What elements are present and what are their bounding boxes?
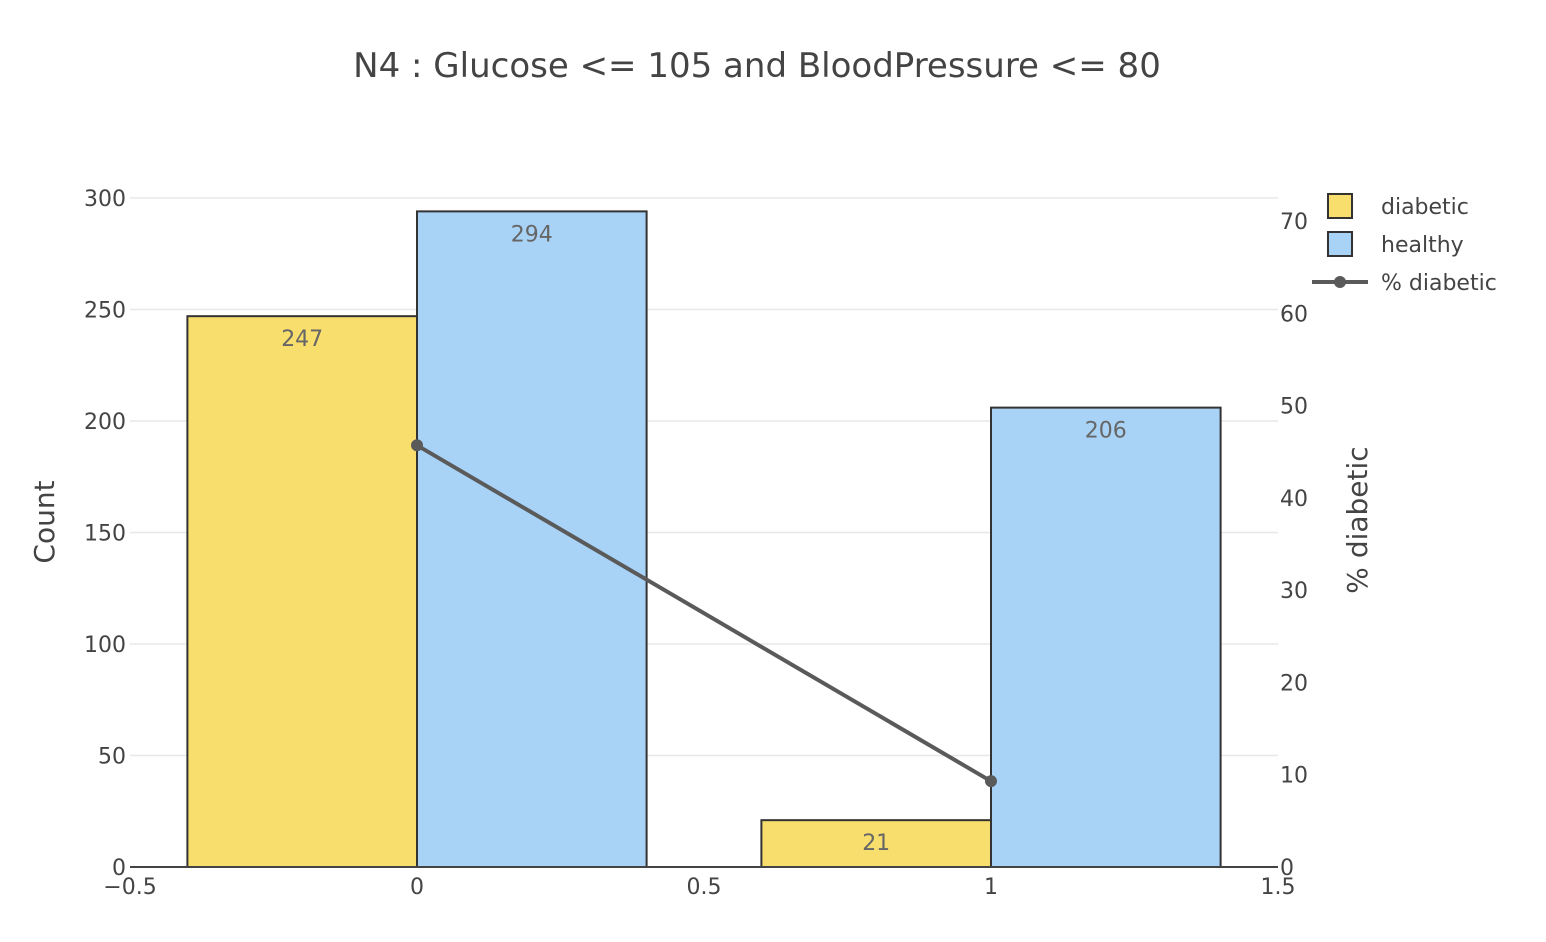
y-tick-label: 0	[112, 856, 126, 881]
x-tick-label: 1	[984, 875, 998, 900]
bar-value-label: 206	[1085, 419, 1127, 444]
bar-layer	[186, 210, 1222, 868]
y-tick-label: 250	[84, 299, 126, 324]
line-layer	[411, 439, 997, 788]
bar-value-label: 247	[281, 327, 323, 352]
legend-line-marker	[1334, 276, 1346, 288]
label-layer: 247 21 294 206	[281, 222, 1127, 856]
y2-axis-title: % diabetic	[1341, 446, 1374, 593]
y2-tick-label: 30	[1280, 579, 1308, 604]
bar-healthy[interactable]	[416, 210, 648, 868]
bar-value-label: 294	[511, 222, 553, 247]
y-tick-label: 200	[84, 410, 126, 435]
bar-value-label: 21	[862, 831, 890, 856]
line-point[interactable]	[985, 775, 997, 788]
x-tick-label: 1.5	[1261, 875, 1296, 900]
y2-tick-label: 60	[1280, 302, 1308, 327]
y-tick-label: 50	[98, 745, 126, 770]
y-tick-label: 300	[84, 187, 126, 212]
y2-tick-label: 50	[1280, 395, 1308, 420]
y-tick-label: 100	[84, 633, 126, 658]
legend-label[interactable]: % diabetic	[1381, 271, 1497, 296]
legend[interactable]: diabetic healthy % diabetic	[1312, 193, 1497, 296]
y2-tick-label: 40	[1280, 487, 1308, 512]
legend-swatch[interactable]	[1327, 193, 1353, 219]
legend-label[interactable]: healthy	[1381, 233, 1464, 258]
y2-tick-label: 20	[1280, 671, 1308, 696]
x-tick-label: 0	[410, 875, 424, 900]
y2-tick-label: 0	[1280, 856, 1294, 881]
legend-label[interactable]: diabetic	[1381, 195, 1469, 220]
legend-swatch[interactable]	[1327, 231, 1353, 257]
x-tick-label: −0.5	[103, 875, 156, 900]
bar-healthy[interactable]	[990, 406, 1222, 868]
y-tick-label: 150	[84, 522, 126, 547]
y2-tick-label: 70	[1280, 210, 1308, 235]
line-percent-diabetic	[415, 443, 993, 783]
y-axis-title: Count	[28, 480, 61, 563]
y2-tick-label: 10	[1280, 764, 1308, 789]
x-tick-label: 0.5	[687, 875, 722, 900]
chart-title: N4 : Glucose <= 105 and BloodPressure <=…	[353, 46, 1161, 86]
bar-diabetic[interactable]	[186, 315, 418, 868]
line-point[interactable]	[411, 439, 423, 452]
